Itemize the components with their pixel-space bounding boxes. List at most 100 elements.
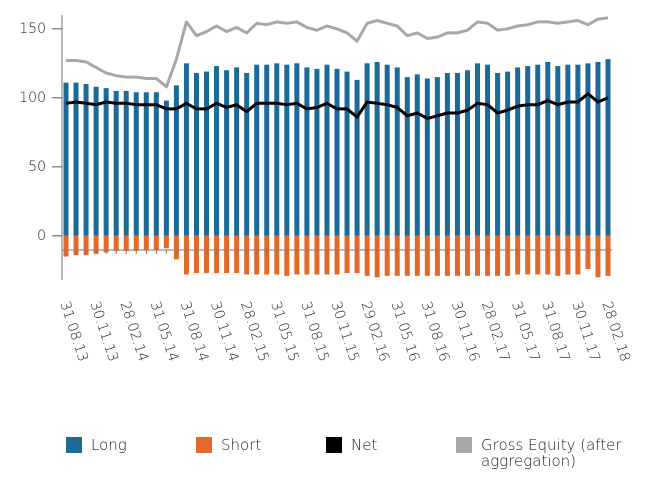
bar xyxy=(575,64,581,236)
bar xyxy=(495,235,501,276)
bar xyxy=(244,235,250,275)
bar xyxy=(183,235,189,275)
legend-swatch xyxy=(66,437,82,453)
bar xyxy=(595,61,601,236)
line xyxy=(65,92,609,120)
bar xyxy=(123,235,129,252)
bar xyxy=(113,235,119,252)
x-tick-label: 28.02.15 xyxy=(237,300,271,364)
bar xyxy=(394,235,400,276)
bar xyxy=(555,66,561,236)
bar xyxy=(324,235,330,275)
bar xyxy=(434,235,440,276)
bar xyxy=(505,71,511,236)
bar xyxy=(254,235,260,275)
x-tick-label: 30.11.16 xyxy=(448,300,482,364)
x-tick-label: 31.08.13 xyxy=(56,300,90,364)
bar xyxy=(475,235,481,276)
bar xyxy=(214,66,220,236)
bar xyxy=(454,235,460,276)
bar xyxy=(254,64,260,236)
bar xyxy=(444,72,450,236)
bar xyxy=(575,235,581,275)
y-tick-label: 150 xyxy=(19,21,46,37)
bar xyxy=(344,71,350,236)
legend-label: Net xyxy=(351,436,378,454)
bar xyxy=(304,235,310,275)
bar xyxy=(123,90,129,236)
bar xyxy=(163,100,169,236)
chart: 05010015031.08.1330.11.1328.02.1431.05.1… xyxy=(19,15,633,364)
bar xyxy=(565,64,571,236)
bar xyxy=(464,70,470,236)
bar xyxy=(464,235,470,276)
bar xyxy=(515,235,521,275)
bar xyxy=(374,61,380,236)
bar xyxy=(294,63,300,236)
bar xyxy=(234,67,240,236)
x-tick-label: 31.05.17 xyxy=(508,300,542,364)
bar xyxy=(284,64,290,236)
bar xyxy=(73,82,79,236)
bar xyxy=(214,235,220,274)
legend-item: Long xyxy=(66,437,127,453)
bar xyxy=(173,235,179,260)
bar xyxy=(414,74,420,236)
bar xyxy=(93,235,99,254)
bar xyxy=(555,235,561,276)
bar xyxy=(394,67,400,236)
bar xyxy=(153,235,159,250)
y-tick-label: 50 xyxy=(28,159,46,175)
x-tick-label: 31.05.14 xyxy=(147,300,181,364)
bar xyxy=(424,78,430,236)
bar xyxy=(495,72,501,236)
bar xyxy=(173,85,179,236)
legend-item: Short xyxy=(196,437,261,453)
bar xyxy=(183,63,189,236)
x-tick-label: 30.11.13 xyxy=(87,300,121,364)
bar xyxy=(414,235,420,276)
bar xyxy=(304,67,310,236)
bar xyxy=(224,235,230,274)
bar xyxy=(103,88,109,236)
bar xyxy=(374,235,380,278)
bar xyxy=(535,64,541,236)
legend-label: Short xyxy=(221,436,262,454)
bar xyxy=(244,72,250,236)
bar xyxy=(585,63,591,236)
bar xyxy=(545,61,551,236)
bar xyxy=(103,235,109,253)
bar xyxy=(314,235,320,275)
legend: Long Short Net Gross Equity (after aggregat… xyxy=(66,437,646,477)
bar xyxy=(384,235,390,276)
bar xyxy=(143,92,149,236)
bar xyxy=(485,64,491,236)
bar xyxy=(424,235,430,276)
bar xyxy=(133,235,139,252)
bar xyxy=(204,235,210,274)
x-tick-label: 30.11.17 xyxy=(568,300,602,364)
x-tick-label: 28.02.17 xyxy=(478,300,512,364)
bar xyxy=(354,235,360,274)
bar xyxy=(434,77,440,236)
bar xyxy=(605,59,611,236)
x-tick-label: 28.02.14 xyxy=(117,300,151,364)
bar xyxy=(284,235,290,276)
bar xyxy=(294,235,300,275)
x-tick-label: 31.08.14 xyxy=(177,300,211,364)
bar xyxy=(515,67,521,236)
x-tick-label: 30.11.15 xyxy=(327,300,361,364)
x-tick-label: 31.08.17 xyxy=(538,300,572,364)
legend-label: Long xyxy=(91,436,127,454)
legend-swatch xyxy=(326,437,342,453)
line xyxy=(66,16,609,89)
bar xyxy=(525,66,531,236)
x-tick-label: 31.05.15 xyxy=(267,300,301,364)
bar xyxy=(63,235,69,257)
bar xyxy=(133,92,139,236)
bar xyxy=(444,235,450,276)
y-tick-label: 100 xyxy=(19,90,46,106)
bar xyxy=(83,84,89,236)
bar xyxy=(93,86,99,236)
bar xyxy=(404,235,410,276)
